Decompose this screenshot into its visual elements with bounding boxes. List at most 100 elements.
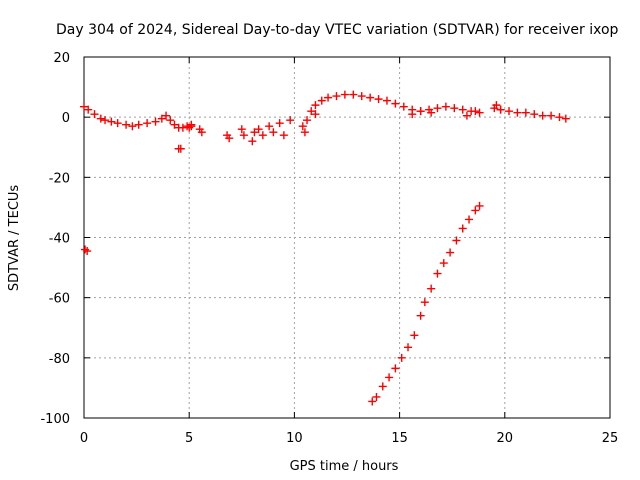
- data-point: [391, 99, 400, 108]
- data-point: [408, 110, 417, 119]
- y-tick-label: -60: [49, 292, 70, 307]
- data-point: [462, 111, 471, 120]
- data-point: [391, 364, 400, 373]
- data-point: [298, 122, 307, 131]
- data-point: [427, 108, 436, 117]
- data-point: [317, 96, 326, 105]
- data-point: [269, 128, 278, 137]
- data-point: [107, 117, 116, 126]
- data-point: [250, 128, 259, 137]
- data-point: [441, 102, 450, 111]
- data-point: [157, 114, 166, 123]
- data-point: [385, 373, 394, 382]
- data-point: [378, 382, 387, 391]
- data-point: [237, 125, 246, 134]
- data-point: [496, 105, 505, 114]
- data-point: [471, 206, 480, 215]
- data-point: [134, 120, 143, 129]
- data-point: [416, 107, 425, 116]
- data-point: [162, 111, 171, 120]
- data-point: [143, 119, 152, 128]
- data-point: [416, 311, 425, 320]
- y-tick-label: -20: [49, 171, 70, 186]
- data-point: [492, 101, 501, 110]
- data-point: [176, 144, 185, 153]
- data-point: [332, 92, 341, 101]
- data-point: [399, 102, 408, 111]
- data-point: [382, 96, 391, 105]
- data-point: [427, 284, 436, 293]
- data-point: [254, 125, 263, 134]
- data-point: [307, 107, 316, 116]
- data-point: [372, 392, 381, 401]
- data-point: [286, 116, 295, 125]
- chart-title: Day 304 of 2024, Sidereal Day-to-day VTE…: [56, 22, 619, 38]
- data-point: [538, 111, 547, 120]
- y-tick-label: -100: [40, 412, 70, 427]
- data-point: [90, 110, 99, 119]
- y-tick-label: -80: [49, 352, 70, 367]
- data-point: [303, 116, 312, 125]
- data-point: [239, 131, 248, 140]
- data-point: [433, 104, 442, 113]
- data-point: [446, 248, 455, 257]
- data-point: [410, 331, 419, 340]
- x-tick-label: 15: [391, 431, 408, 446]
- data-point: [275, 119, 284, 128]
- data-point: [340, 90, 349, 99]
- grid: [84, 57, 610, 418]
- data-point: [397, 353, 406, 362]
- data-point: [465, 215, 474, 224]
- data-point: [279, 131, 288, 140]
- data-point: [555, 113, 564, 122]
- data-point: [458, 105, 467, 114]
- data-point: [433, 269, 442, 278]
- data-point: [197, 128, 206, 137]
- data-point: [475, 108, 484, 117]
- data-point: [420, 298, 429, 307]
- x-tick-label: 0: [80, 431, 88, 446]
- data-point: [349, 90, 358, 99]
- data-point: [561, 114, 570, 123]
- y-axis-ticks: -100 -80 -60 -40 -20 0 20: [40, 51, 610, 427]
- x-axis-label: GPS time / hours: [290, 459, 399, 474]
- data-point: [404, 343, 413, 352]
- data-point: [113, 119, 122, 128]
- data-point: [248, 137, 257, 146]
- data-point: [83, 247, 92, 256]
- series-main-track: [80, 90, 570, 132]
- data-point: [187, 120, 196, 129]
- data-point: [530, 110, 539, 119]
- data-point: [366, 93, 375, 102]
- data-point: [450, 104, 459, 113]
- data-point: [439, 259, 448, 268]
- data-point: [374, 95, 383, 104]
- data-point: [368, 397, 377, 406]
- x-tick-label: 5: [185, 431, 193, 446]
- data-point: [475, 201, 484, 210]
- data-point: [521, 108, 530, 117]
- data-point: [265, 122, 274, 131]
- y-tick-label: 0: [62, 111, 70, 126]
- data-point: [84, 105, 93, 114]
- data-point: [96, 114, 105, 123]
- data-point: [101, 116, 110, 125]
- data-point: [471, 107, 480, 116]
- data-point: [324, 93, 333, 102]
- series-diagonal-track: [368, 201, 484, 406]
- x-tick-label: 10: [286, 431, 303, 446]
- y-tick-label: 20: [53, 51, 70, 66]
- data-point: [452, 236, 461, 245]
- x-tick-label: 25: [602, 431, 619, 446]
- data-point: [458, 224, 467, 233]
- data-point: [513, 108, 522, 117]
- y-tick-label: -40: [49, 232, 70, 247]
- data-point: [80, 102, 88, 111]
- series-scattered-points: [81, 101, 505, 256]
- data-point: [311, 110, 320, 119]
- data-point: [170, 120, 179, 129]
- data-point: [505, 107, 514, 116]
- data-point: [166, 116, 175, 125]
- data-points: [80, 90, 570, 406]
